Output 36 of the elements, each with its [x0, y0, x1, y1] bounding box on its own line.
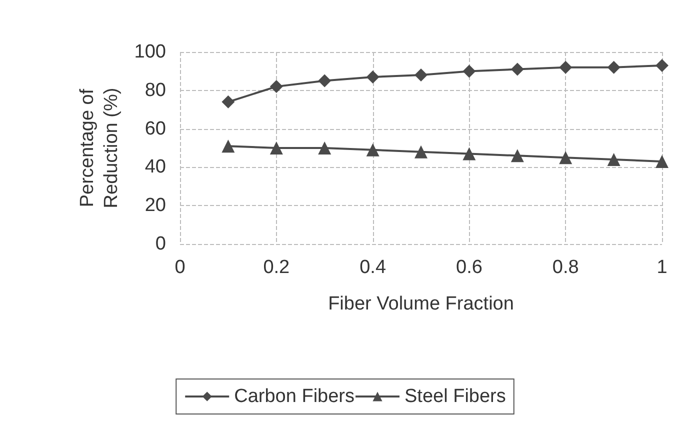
point	[270, 80, 283, 94]
y-axis-title: Percentage of Reduction (%)	[76, 88, 122, 208]
point	[414, 145, 428, 158]
legend-label: Carbon Fibers	[234, 386, 355, 407]
x-tick-label: 1	[656, 257, 668, 278]
y-tick-label: 100	[134, 42, 166, 62]
point	[510, 62, 524, 76]
x-tick-label: 0.2	[263, 257, 290, 278]
point	[656, 58, 668, 72]
y-tick-label: 20	[144, 195, 166, 216]
point	[414, 68, 428, 82]
x-tick-label: 0.6	[456, 257, 482, 278]
point	[366, 70, 380, 84]
point	[222, 95, 235, 108]
point	[462, 147, 476, 160]
point	[607, 60, 620, 74]
y-tick-label: 80	[144, 80, 166, 101]
point	[510, 149, 524, 162]
x-tick-label: 0.4	[360, 257, 386, 278]
point	[656, 154, 668, 168]
point	[559, 151, 572, 164]
x-axis-title: Fiber Volume Fraction	[328, 294, 514, 314]
legend-label: Steel Fibers	[404, 386, 506, 407]
point	[270, 142, 283, 154]
y-tick-label: 0	[155, 234, 166, 254]
point	[607, 153, 620, 166]
x-tick-label: 0	[174, 257, 186, 278]
point	[462, 64, 476, 78]
point	[318, 142, 332, 154]
y-tick-label: 40	[144, 156, 166, 178]
point	[222, 140, 235, 153]
point	[366, 143, 380, 156]
x-tick-label: 0.8	[552, 257, 579, 278]
point	[318, 74, 332, 88]
y-tick-label: 60	[144, 118, 166, 140]
point	[559, 60, 572, 74]
